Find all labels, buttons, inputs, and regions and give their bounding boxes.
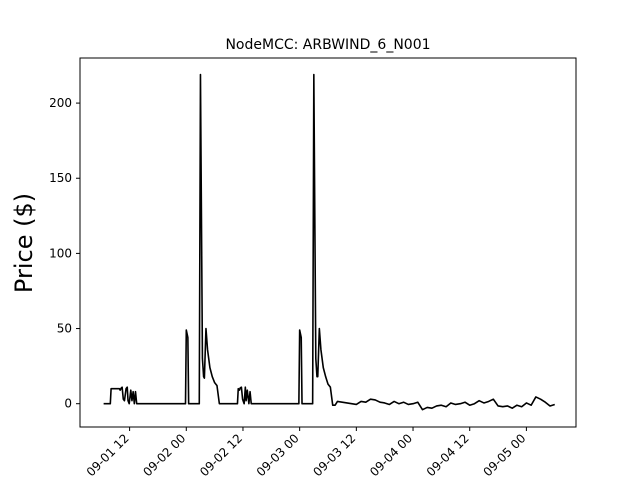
axes-frame — [79, 57, 577, 428]
y-tick-label: 0 — [64, 397, 72, 411]
y-tick-label: 150 — [49, 171, 72, 185]
y-tick-label: 50 — [57, 322, 72, 336]
y-axis-label: Price ($) — [10, 193, 38, 293]
series-line-0 — [103, 73, 555, 411]
y-tick-label: 100 — [49, 246, 72, 260]
chart-title: NodeMCC: ARBWIND_6_N001 — [225, 37, 430, 53]
y-tick-label: 200 — [49, 96, 72, 110]
